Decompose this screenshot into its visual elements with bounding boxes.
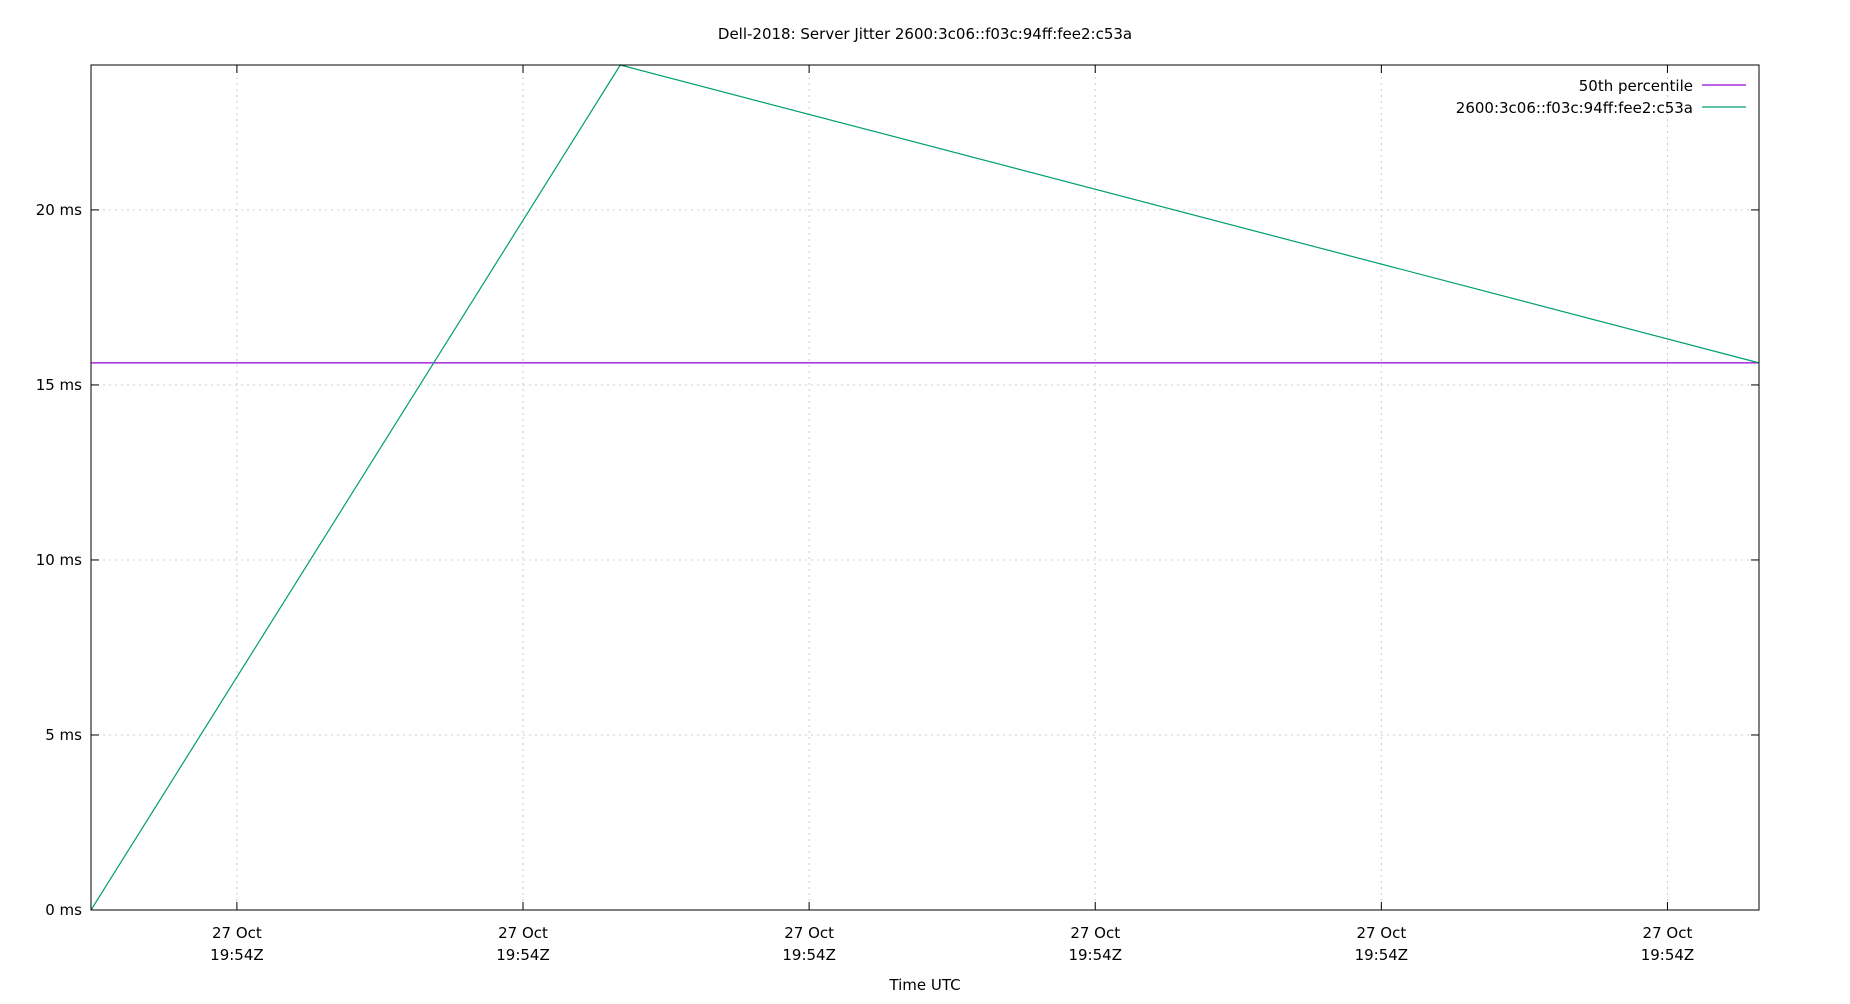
legend-label: 2600:3c06::f03c:94ff:fee2:c53a <box>1456 99 1693 117</box>
x-tick-label: 19:54Z <box>782 946 836 964</box>
x-tick-label: 19:54Z <box>1068 946 1122 964</box>
axis-ticks: 0 ms 5 ms 10 ms 15 ms 20 ms 27 Oct 19:54Z 27 Oc… <box>36 65 1759 964</box>
y-tick-label: 5 ms <box>45 726 82 744</box>
y-tick-label: 10 ms <box>36 551 82 569</box>
series-line <box>90 64 1760 911</box>
legend: 50th percentile2600:3c06::f03c:94ff:fee2… <box>1456 77 1746 117</box>
grid <box>91 65 1759 910</box>
x-tick-label: 27 Oct <box>1643 924 1693 942</box>
x-tick-label: 19:54Z <box>496 946 550 964</box>
x-tick-label: 27 Oct <box>1070 924 1120 942</box>
plot-border <box>90 64 1760 911</box>
y-tick-label: 0 ms <box>45 901 82 919</box>
x-tick-label: 27 Oct <box>212 924 262 942</box>
x-tick-label: 27 Oct <box>498 924 548 942</box>
legend-label: 50th percentile <box>1579 77 1693 95</box>
x-tick-label: 27 Oct <box>1356 924 1406 942</box>
x-tick-label: 19:54Z <box>1641 946 1695 964</box>
x-tick-label: 27 Oct <box>784 924 834 942</box>
x-tick-label: 19:54Z <box>1355 946 1409 964</box>
x-axis-label: Time UTC <box>888 976 960 994</box>
x-tick-label: 19:54Z <box>210 946 264 964</box>
y-tick-label: 15 ms <box>36 376 82 394</box>
series-lines <box>90 64 1760 911</box>
chart-title: Dell-2018: Server Jitter 2600:3c06::f03c… <box>718 25 1132 43</box>
y-tick-label: 20 ms <box>36 201 82 219</box>
